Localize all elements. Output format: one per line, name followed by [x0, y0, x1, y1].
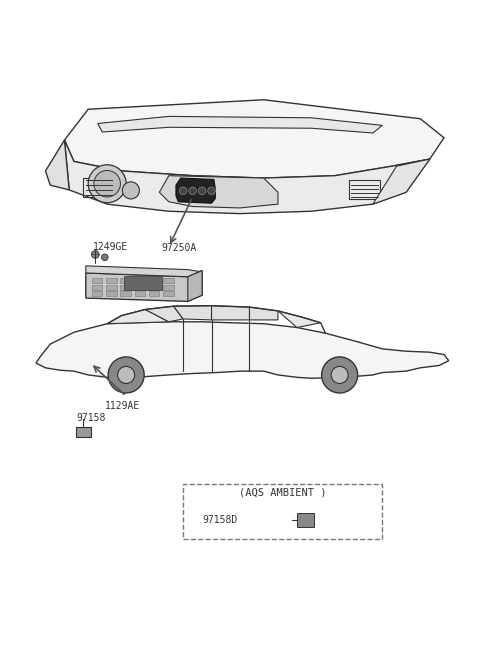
Circle shape	[101, 254, 108, 261]
Bar	[106, 291, 117, 296]
FancyBboxPatch shape	[183, 484, 383, 538]
Circle shape	[179, 187, 187, 195]
Text: 97158: 97158	[76, 413, 106, 422]
Bar	[149, 285, 159, 290]
Polygon shape	[46, 140, 69, 190]
Polygon shape	[64, 100, 444, 178]
Polygon shape	[212, 306, 250, 320]
Text: (AQS AMBIENT ): (AQS AMBIENT )	[239, 487, 326, 498]
Polygon shape	[86, 266, 200, 276]
Polygon shape	[86, 271, 202, 301]
Circle shape	[94, 170, 120, 197]
Text: 97250A: 97250A	[162, 243, 197, 253]
Circle shape	[92, 251, 99, 258]
Bar	[92, 291, 102, 296]
Circle shape	[208, 187, 216, 195]
Bar	[163, 278, 174, 283]
Circle shape	[198, 187, 206, 195]
Text: 97158D: 97158D	[202, 515, 237, 525]
Bar	[120, 278, 131, 283]
Bar	[120, 285, 131, 290]
Polygon shape	[176, 178, 216, 203]
Bar	[149, 278, 159, 283]
Bar	[106, 278, 117, 283]
Polygon shape	[107, 309, 169, 324]
Bar	[135, 278, 145, 283]
Text: 1249GE: 1249GE	[93, 242, 128, 252]
Polygon shape	[373, 159, 430, 204]
Circle shape	[108, 357, 144, 393]
Polygon shape	[174, 306, 212, 320]
Bar	[92, 285, 102, 290]
Bar	[124, 276, 162, 291]
Polygon shape	[297, 512, 313, 527]
Bar	[92, 278, 102, 283]
Circle shape	[322, 357, 358, 393]
Bar	[135, 285, 145, 290]
Bar	[349, 180, 380, 199]
Polygon shape	[64, 140, 430, 214]
Polygon shape	[250, 307, 278, 320]
Polygon shape	[188, 271, 202, 301]
Polygon shape	[159, 176, 278, 208]
Text: 1129AE: 1129AE	[105, 401, 140, 411]
Bar	[163, 291, 174, 296]
Bar	[149, 291, 159, 296]
Circle shape	[88, 165, 126, 202]
Circle shape	[189, 187, 196, 195]
Polygon shape	[97, 117, 383, 133]
Circle shape	[118, 366, 135, 383]
Polygon shape	[76, 427, 91, 437]
Polygon shape	[145, 306, 183, 322]
Bar	[106, 285, 117, 290]
Bar	[163, 285, 174, 290]
Circle shape	[331, 366, 348, 383]
Bar	[84, 178, 114, 197]
Circle shape	[122, 182, 139, 199]
Polygon shape	[36, 322, 449, 379]
Polygon shape	[278, 311, 321, 328]
Bar	[135, 291, 145, 296]
Bar	[120, 291, 131, 296]
